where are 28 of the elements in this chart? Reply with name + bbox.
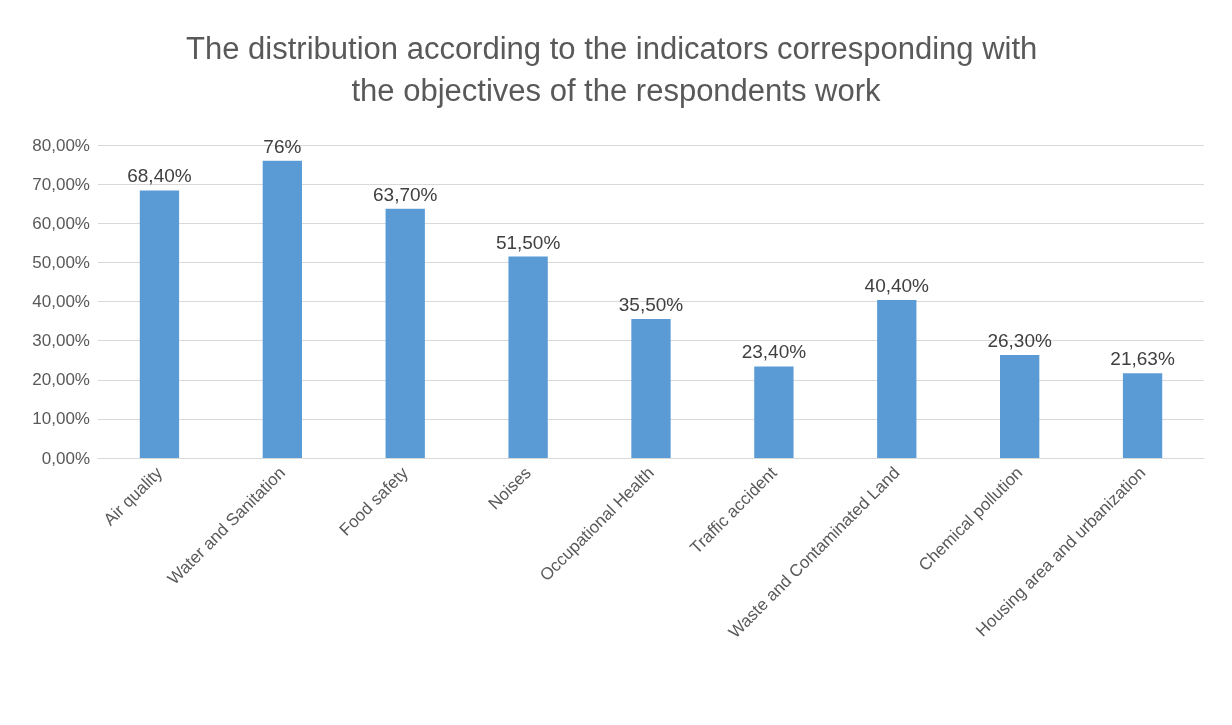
- y-tick-label: 50,00%: [32, 252, 90, 272]
- bar: [754, 366, 794, 458]
- bar: [877, 299, 917, 458]
- data-label: 68,40%: [127, 165, 192, 187]
- y-tick-label: 0,00%: [41, 448, 90, 468]
- y-tick-label: 70,00%: [32, 174, 90, 194]
- y-tick-label: 60,00%: [32, 213, 90, 233]
- y-tick-label: 40,00%: [32, 292, 90, 311]
- y-tick-label: 80,00%: [32, 135, 90, 155]
- bar: [262, 160, 302, 458]
- bar: [508, 256, 548, 458]
- bar: [1000, 355, 1040, 458]
- y-tick-label: 30,00%: [32, 331, 90, 351]
- data-label: 40,40%: [864, 274, 930, 296]
- y-tick-label: 20,00%: [32, 370, 90, 390]
- data-label: 76%: [263, 135, 302, 157]
- y-tick-label: 10,00%: [32, 409, 90, 429]
- bar: [1122, 373, 1163, 458]
- bar: [385, 208, 425, 458]
- data-label: 63,70%: [373, 183, 438, 205]
- data-label: 35,50%: [618, 294, 684, 316]
- data-label: 21,63%: [1110, 348, 1175, 370]
- data-label: 51,50%: [495, 231, 561, 253]
- data-label: 23,40%: [741, 341, 807, 363]
- data-label: 26,30%: [987, 330, 1052, 352]
- bar: [631, 319, 671, 458]
- chart-title: The distribution according to the indicators corresponding with the objectives of the respondents work: [186, 30, 1046, 108]
- bar: [139, 190, 180, 458]
